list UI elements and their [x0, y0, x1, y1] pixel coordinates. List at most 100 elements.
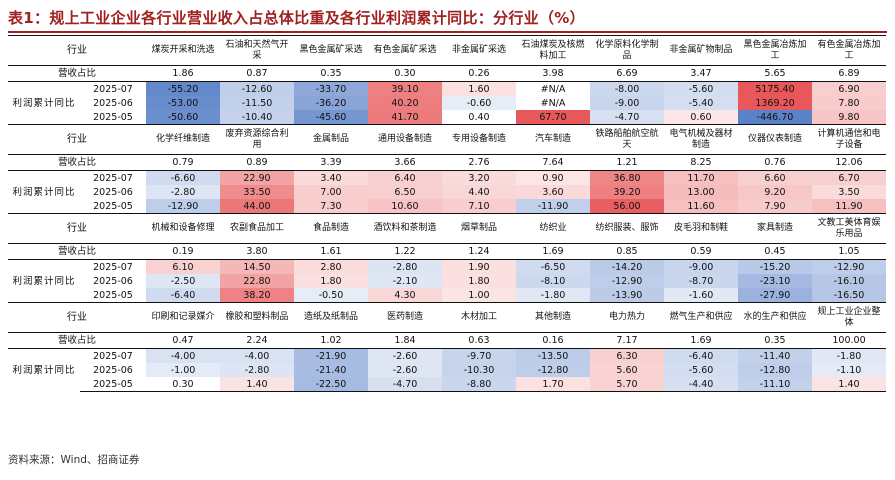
- revenue-share-value: 6.69: [590, 65, 664, 82]
- revenue-share-value: 3.98: [516, 65, 590, 82]
- profit-cell: 4.40: [442, 185, 516, 199]
- profit-cell: 6.30: [590, 348, 664, 363]
- revenue-share-value: 8.25: [664, 154, 738, 171]
- month-label: 2025-05: [80, 110, 146, 125]
- profit-row: 2025-06 -2.80 33.50 7.00 6.50 4.40 3.60 39.20 13…: [8, 185, 886, 199]
- profit-cell: -16.50: [812, 288, 886, 303]
- profit-cell: 6.70: [812, 170, 886, 185]
- profit-cell: -2.10: [368, 274, 442, 288]
- profit-cell: -0.50: [294, 288, 368, 303]
- month-label: 2025-07: [93, 350, 133, 362]
- industry-label: 行业: [8, 124, 146, 155]
- industry-label: 行业: [8, 213, 146, 244]
- revenue-share-value: 3.66: [368, 154, 442, 171]
- revenue-share-row: 营收占比 1.86 0.87 0.35 0.30 0.26 3.98 6.69 3.47 5.65…: [8, 65, 886, 82]
- profit-cell: -12.80: [516, 363, 590, 377]
- profit-cell: 40.20: [368, 96, 442, 110]
- industry-name: 文教工美体育娱乐用品: [812, 213, 886, 244]
- industry-label: 行业: [8, 302, 146, 333]
- profit-cell: 1.40: [812, 377, 886, 392]
- profit-cell: 5175.40: [738, 81, 812, 96]
- profit-cell: 10.60: [368, 199, 442, 214]
- profit-cell: 1.70: [516, 377, 590, 392]
- profit-cell: -14.20: [590, 259, 664, 274]
- industry-header-row: 行业 机械和设备修理 农副食品加工 食品制造 酒饮料和茶制造 烟草制品 纺织业 纺织服装、服饰…: [8, 213, 886, 244]
- industry-name: 煤炭开采和洗选: [146, 35, 220, 66]
- revenue-share-value: 100.00: [812, 332, 886, 349]
- profit-cell: -8.10: [516, 274, 590, 288]
- industry-name: 皮毛羽和制鞋: [664, 213, 738, 244]
- industry-name: 机械和设备修理: [146, 213, 220, 244]
- profit-yoy-label: 利润累计同比: [12, 97, 76, 109]
- industry-name: 橡胶和塑料制品: [220, 302, 294, 333]
- profit-yoy-label: 利润累计同比: [12, 275, 76, 287]
- industry-name: 家具制造: [738, 213, 812, 244]
- industry-name: 非金属矿物制品: [664, 35, 738, 66]
- industry-name: 化学原料化学制品: [590, 35, 664, 66]
- revenue-share-value: 1.05: [812, 243, 886, 260]
- profit-cell: -9.00: [590, 96, 664, 110]
- revenue-share-label: 营收占比: [8, 243, 146, 260]
- industry-header-row: 行业 煤炭开采和洗选 石油和天然气开采 黑色金属矿采选 有色金属矿采选 非金属矿采选 石油煤…: [8, 35, 886, 66]
- revenue-share-value: 0.45: [738, 243, 812, 260]
- profit-cell: -45.60: [294, 110, 368, 125]
- profit-cell: 9.80: [812, 110, 886, 125]
- month-label: 2025-05: [80, 377, 146, 392]
- profit-cell: -8.70: [664, 274, 738, 288]
- profit-cell: -0.60: [442, 96, 516, 110]
- profit-cell: -2.60: [368, 348, 442, 363]
- profit-row: 2025-05 -12.90 44.00 7.30 10.60 7.10 -11.90 56.…: [8, 199, 886, 214]
- profit-row: 利润累计同比 2025-07 -6.60 22.90 3.40 6.40 3.20 0.90 3…: [8, 170, 886, 198]
- revenue-share-value: 1.21: [590, 154, 664, 171]
- profit-cell: #N/A: [516, 81, 590, 96]
- revenue-share-row: 营收占比 0.19 3.80 1.61 1.22 1.24 1.69 0.85 0.59 0.45…: [8, 243, 886, 260]
- industry-header-row: 行业 印刷和记录媒介 橡胶和塑料制品 造纸及纸制品 医药制造 木材加工 其他制造 电力热力 燃气…: [8, 302, 886, 333]
- revenue-share-value: 1.84: [368, 332, 442, 349]
- profit-cell: -15.20: [738, 259, 812, 274]
- revenue-share-value: 0.16: [516, 332, 590, 349]
- profit-row: 2025-06 -2.50 22.80 1.80 -2.10 1.80 -8.10 -12.9…: [8, 274, 886, 288]
- profit-cell: 5.70: [590, 377, 664, 392]
- revenue-share-value: 1.61: [294, 243, 368, 260]
- source-note: 资料来源：Wind、招商证券: [8, 454, 140, 466]
- revenue-share-value: 0.79: [146, 154, 220, 171]
- revenue-share-value: 0.63: [442, 332, 516, 349]
- profit-cell: #N/A: [516, 96, 590, 110]
- profit-cell: 0.40: [442, 110, 516, 125]
- profit-cell: -8.80: [442, 377, 516, 392]
- profit-row: 利润累计同比 2025-07 -4.00 -4.00 -21.90 -2.60 -9.70-…: [8, 348, 886, 376]
- profit-cell: 6.60: [738, 170, 812, 185]
- profit-cell: -4.70: [590, 110, 664, 125]
- profit-cell: 5.60: [590, 363, 664, 377]
- profit-cell: -12.90: [812, 259, 886, 274]
- industry-name: 印刷和记录媒介: [146, 302, 220, 333]
- industry-name: 石油煤炭及核燃料加工: [516, 35, 590, 66]
- industry-name: 铁路船舶航空航天: [590, 124, 664, 155]
- profit-cell: -6.60: [146, 170, 220, 185]
- profit-cell: 7.90: [738, 199, 812, 214]
- revenue-share-label: 营收占比: [8, 65, 146, 82]
- industry-name: 纺织服装、服饰: [590, 213, 664, 244]
- industry-name: 黑色金属矿采选: [294, 35, 368, 66]
- industry-name: 造纸及纸制品: [294, 302, 368, 333]
- profit-cell: 22.80: [220, 274, 294, 288]
- revenue-share-value: 7.17: [590, 332, 664, 349]
- revenue-share-value: 0.85: [590, 243, 664, 260]
- profit-cell: -2.60: [368, 363, 442, 377]
- profit-cell: 67.70: [516, 110, 590, 125]
- revenue-share-row: 营收占比 0.47 2.24 1.02 1.84 0.63 0.16 7.17 1.69 0.35…: [8, 332, 886, 349]
- profit-cell: -6.40: [146, 288, 220, 303]
- profit-cell: 6.50: [368, 185, 442, 199]
- industry-name: 食品制造: [294, 213, 368, 244]
- industry-name: 医药制造: [368, 302, 442, 333]
- profit-cell: -1.00: [146, 363, 220, 377]
- profit-cell: -2.80: [220, 363, 294, 377]
- month-label: 2025-06: [93, 97, 133, 109]
- profit-cell: -4.00: [146, 348, 220, 363]
- profit-cell: 38.20: [220, 288, 294, 303]
- revenue-share-value: 0.89: [220, 154, 294, 171]
- profit-cell: -1.80: [812, 348, 886, 363]
- revenue-share-label: 营收占比: [8, 332, 146, 349]
- profit-cell: -2.80: [146, 185, 220, 199]
- profit-cell: 7.80: [812, 96, 886, 110]
